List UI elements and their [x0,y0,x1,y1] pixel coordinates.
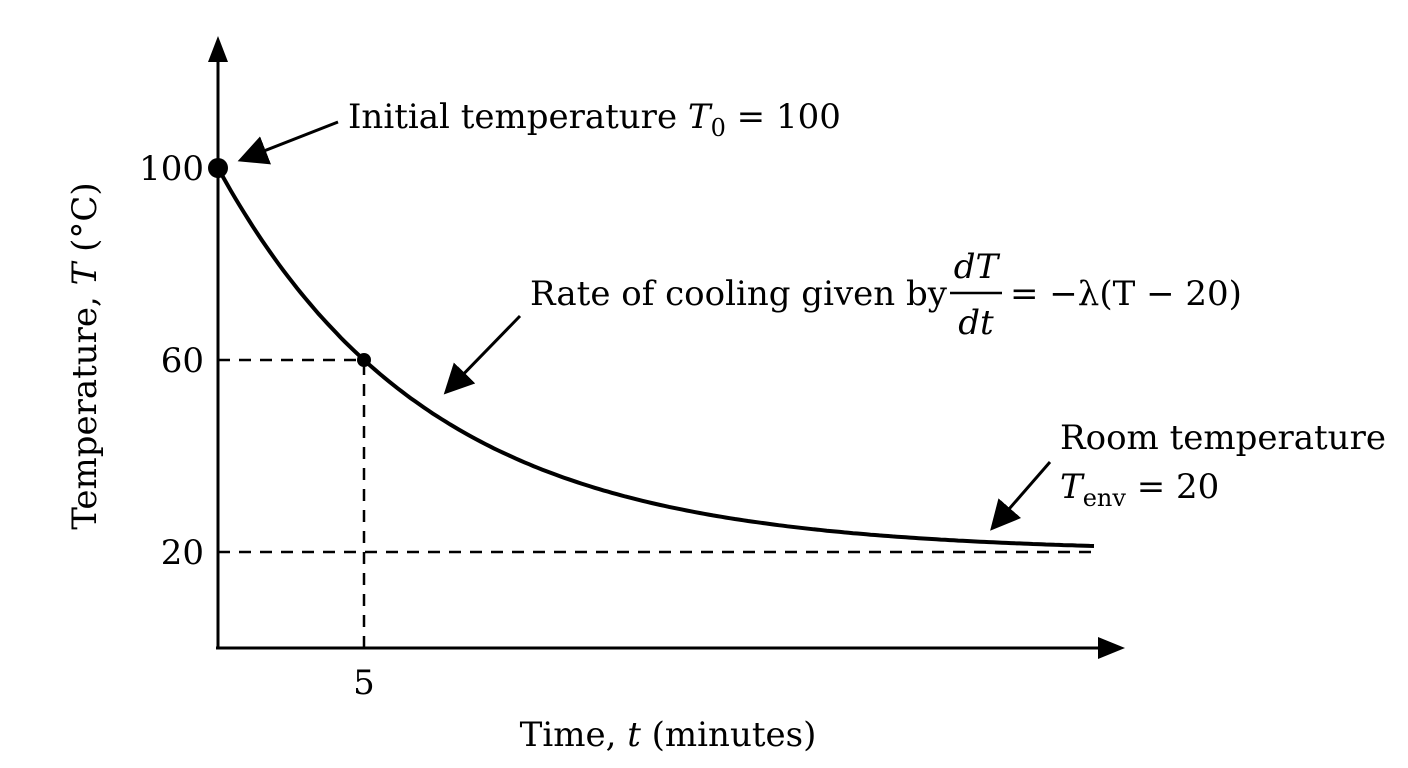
initial-annotation-sub: 0 [711,114,726,142]
y-tick-label-20: 20 [161,533,204,573]
initial-point [208,158,228,178]
room-annotation-var: T [1060,467,1085,507]
rate-annotation-arrow [443,314,522,395]
x-axis-label-prefix: Time, [520,715,628,755]
y-axis-label-prefix: Temperature, [65,285,105,529]
rate-annotation-fraction-numerator: dT [954,247,1001,287]
y-axis-label: Temperature, T (°C) [65,182,105,529]
initial-annotation-var: T [688,97,713,137]
x-axis-label: Time, t (minutes) [520,715,817,755]
x-axis-label-var: t [627,715,641,755]
point-t5 [357,353,371,367]
y-axis-label-unit: (°C) [65,182,105,262]
rate-annotation-fraction-denominator: dt [958,303,994,343]
initial-annotation-text: Initial temperature [348,97,688,137]
cooling-curve [216,167,1095,548]
room-annotation-sub: env [1083,484,1127,512]
initial-annotation-arrow [237,120,339,165]
x-axis-arrowhead [1098,637,1125,659]
rate-annotation-equation: = −λ(T − 20) [1010,274,1242,314]
y-tick-label-100: 100 [139,149,204,189]
initial-annotation: Initial temperature T0 = 100 [348,97,841,142]
room-annotation-arrow [990,461,1052,531]
room-annotation-rest: = 20 [1126,467,1219,507]
room-annotation-line1: Room temperature [1060,418,1386,458]
y-axis-label-var: T [65,260,105,285]
y-tick-label-60: 60 [161,341,204,381]
rate-annotation-text: Rate of cooling given by [530,274,948,314]
x-axis-label-unit: (minutes) [641,715,816,755]
x-tick-label-5: 5 [353,663,375,703]
initial-annotation-rest: = 100 [726,97,841,137]
room-annotation-line2: Tenv = 20 [1060,467,1219,512]
y-axis-arrowhead [208,36,228,62]
